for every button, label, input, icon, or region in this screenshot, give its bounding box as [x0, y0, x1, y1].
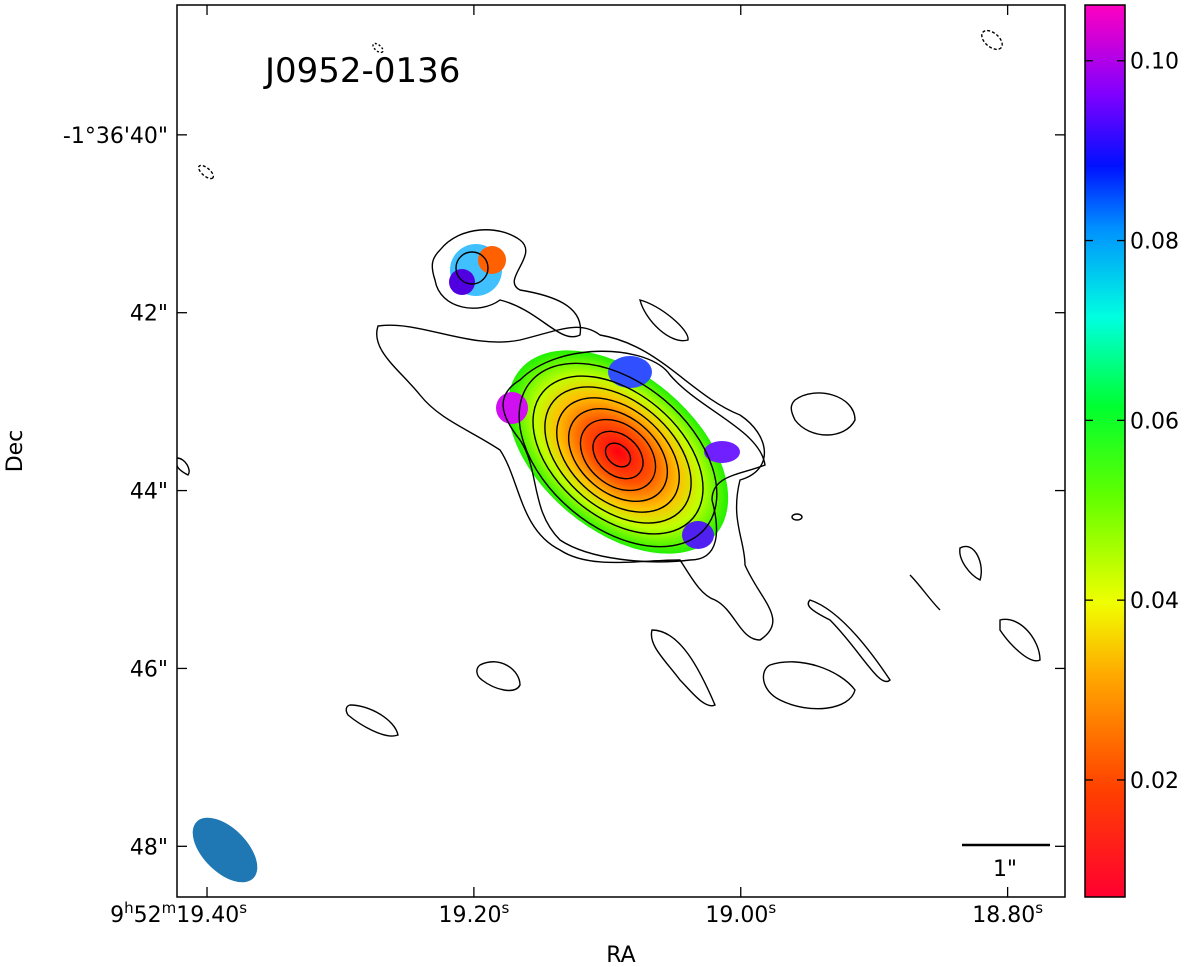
y-tick-label: 48" — [130, 835, 168, 860]
x-tick-label-part: 9 — [110, 903, 124, 928]
contours — [177, 29, 1041, 737]
colorbar-tick-label: 0.04 — [1130, 589, 1179, 614]
contour — [177, 457, 190, 476]
y-axis-label: Dec — [3, 430, 28, 473]
x-tick-label-part: 18.80 — [972, 903, 1035, 928]
contour — [431, 229, 582, 338]
contour — [567, 408, 669, 502]
contour — [650, 629, 716, 707]
contour — [762, 661, 856, 710]
contour — [197, 164, 215, 180]
x-tick-label: 18.80s — [972, 899, 1043, 928]
contour — [476, 661, 521, 692]
scale-bar-label: 1" — [993, 857, 1017, 882]
colorbar — [1085, 5, 1125, 897]
x-tick-label: 19.20s — [438, 899, 509, 928]
x-tick-label: 19.00s — [705, 899, 776, 928]
contour — [579, 418, 657, 492]
colorbar-tick-label: 0.08 — [1130, 230, 1179, 255]
contour — [807, 599, 891, 683]
x-tick-label: 9h52m19.40s — [110, 899, 247, 928]
colorbar-tick-label: 0.02 — [1130, 769, 1179, 794]
emission-patch — [478, 246, 506, 274]
image-layer — [177, 29, 1050, 883]
emission-patch — [608, 356, 652, 388]
y-tick-label: -1°36'40" — [63, 124, 168, 149]
contour — [345, 704, 399, 737]
contour — [375, 324, 774, 641]
colorbar-frame — [1084, 4, 1126, 898]
x-tick-label-part: 19.40 — [176, 903, 239, 928]
beam — [192, 817, 258, 883]
x-tick-label-part: 19.20 — [438, 903, 501, 928]
contour — [791, 513, 803, 521]
contour — [981, 29, 1003, 51]
contour — [502, 350, 766, 563]
emission-patch — [704, 441, 740, 463]
y-tick-label: 46" — [130, 657, 168, 682]
x-tick-label-part: 52 — [134, 903, 162, 928]
x-tick-label-part: 19.00 — [705, 903, 768, 928]
contour — [790, 392, 856, 436]
chart-title: J0952-0136 — [263, 51, 460, 91]
contour — [455, 251, 489, 285]
contour — [639, 299, 689, 342]
x-tick-label-part: s — [1035, 899, 1043, 917]
emission-patch — [496, 392, 528, 424]
contour — [592, 430, 644, 480]
contour — [372, 42, 384, 54]
plot-frame — [176, 4, 1066, 898]
y-tick-label: 42" — [130, 302, 168, 327]
x-tick-label-part: h — [124, 899, 134, 917]
contour — [518, 362, 718, 548]
x-tick-label-part: s — [239, 899, 247, 917]
x-tick-label-part: m — [162, 899, 177, 917]
y-tick-label: 44" — [130, 480, 168, 505]
x-tick-label-part: s — [768, 899, 776, 917]
contour — [999, 618, 1041, 662]
contour — [532, 375, 704, 535]
x-tick-label-part: s — [501, 899, 509, 917]
emission-patch — [449, 269, 475, 295]
x-axis-label: RA — [606, 943, 635, 967]
contour — [959, 545, 982, 581]
contour — [604, 442, 632, 468]
colorbar-tick-label: 0.10 — [1130, 50, 1179, 75]
contour — [909, 574, 941, 611]
colorbar-tick-label: 0.06 — [1130, 409, 1179, 434]
contour — [544, 386, 692, 524]
contour — [556, 397, 680, 513]
